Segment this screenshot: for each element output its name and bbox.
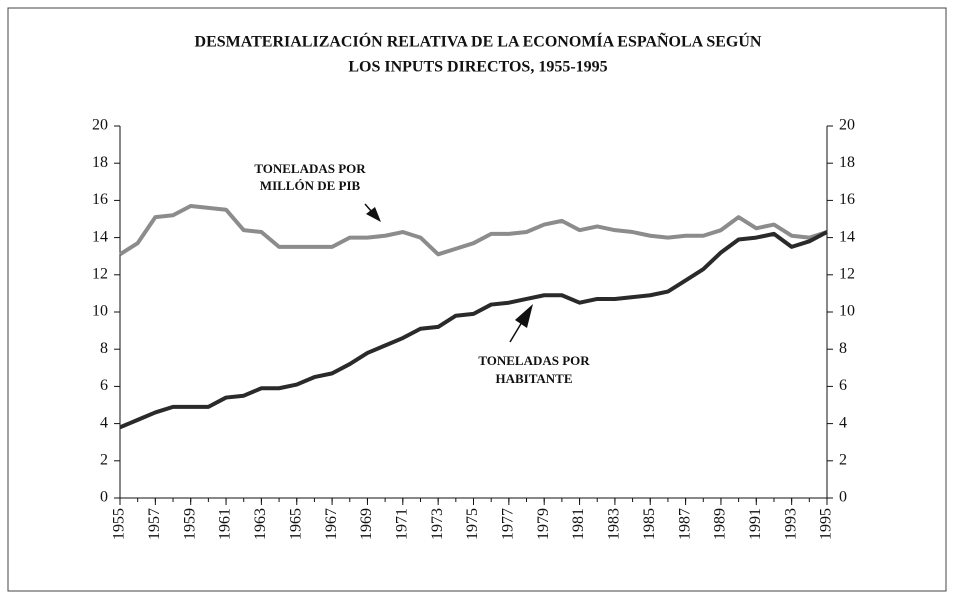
data-line	[118, 203, 828, 257]
data-line	[119, 230, 828, 430]
x-tick-label: 1979	[535, 508, 552, 540]
arrowhead	[515, 304, 533, 328]
y2-tick-label: 0	[839, 489, 847, 506]
y2-tick-label: 4	[839, 414, 847, 431]
x-tick-label: 1989	[712, 508, 729, 540]
annotation: TONELADAS POR	[478, 353, 590, 368]
x-tick-label: 1993	[782, 508, 799, 540]
frame	[7, 7, 947, 592]
y-tick-label: 0	[100, 489, 108, 506]
x-tick-label: 1963	[252, 508, 269, 540]
chart-title: DESMATERIALIZACIÓN RELATIVA DE LA ECONOM…	[195, 32, 762, 51]
annotation: TONELADAS POR	[254, 161, 366, 176]
y-tick-label: 10	[92, 303, 108, 320]
x-tick-label: 1985	[641, 508, 658, 540]
x-tick-label: 1995	[818, 508, 835, 540]
x-tick-label: 1969	[358, 508, 375, 540]
x-tick-label: 1977	[500, 508, 517, 540]
y2-tick-label: 14	[839, 228, 855, 245]
arrow	[509, 321, 523, 343]
y-tick-label: 12	[92, 265, 108, 282]
x-tick-label: 1967	[323, 508, 340, 540]
y2-tick-label: 10	[839, 303, 855, 320]
y2-tick-label: 16	[839, 191, 855, 208]
y-tick-label: 18	[92, 154, 108, 171]
annotation: HABITANTE	[495, 371, 572, 386]
x-tick-label: 1987	[676, 508, 693, 540]
y-tick-label: 8	[100, 340, 108, 357]
annotation: MILLÓN DE PIB	[260, 178, 361, 193]
y2-tick-label: 2	[839, 451, 847, 468]
x-tick-label: 1961	[217, 508, 234, 540]
x-tick-label: 1983	[606, 508, 623, 540]
y-tick-label: 6	[100, 377, 108, 394]
x-tick-label: 1981	[570, 508, 587, 540]
y-tick-label: 4	[100, 414, 108, 431]
x-tick-label: 1957	[146, 508, 163, 540]
x-tick-label: 1975	[464, 508, 481, 540]
chart-title: LOS INPUTS DIRECTOS, 1955-1995	[348, 59, 607, 76]
y2-tick-label: 18	[839, 154, 855, 171]
arrowhead	[366, 207, 381, 222]
y2-tick-label: 8	[839, 340, 847, 357]
y2-tick-label: 12	[839, 265, 855, 282]
x-tick-label: 1965	[287, 508, 304, 540]
y2-tick-label: 6	[839, 377, 847, 394]
x-tick-label: 1955	[111, 508, 128, 540]
y-tick-label: 16	[92, 191, 108, 208]
x-tick-label: 1991	[747, 508, 764, 540]
x-tick-label: 1973	[429, 508, 446, 540]
x-tick-label: 1971	[393, 508, 410, 540]
y-tick-label: 20	[92, 117, 108, 134]
x-tick-label: 1959	[181, 508, 198, 540]
y-tick-label: 14	[92, 228, 108, 245]
y2-tick-label: 20	[839, 117, 855, 134]
y-tick-label: 2	[100, 451, 108, 468]
